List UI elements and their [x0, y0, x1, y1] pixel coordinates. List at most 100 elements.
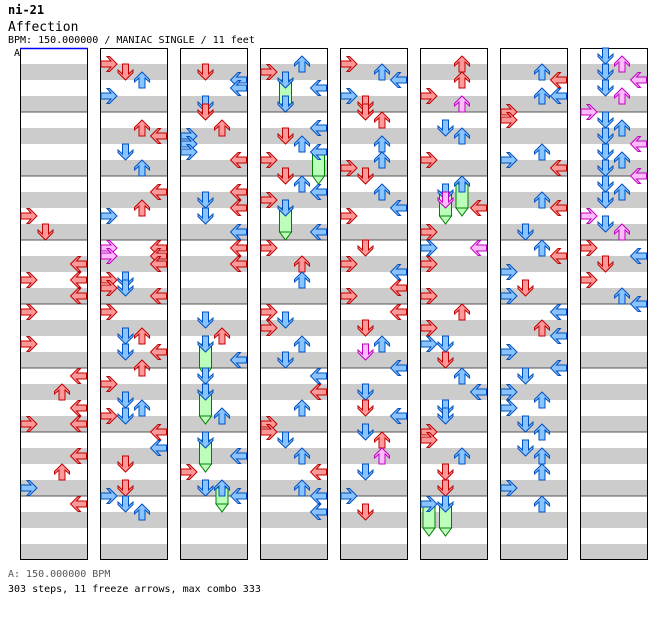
beat-stripe — [20, 192, 88, 208]
step-arrow — [149, 440, 167, 456]
step-arrow — [389, 280, 407, 296]
beat-stripe — [180, 64, 248, 80]
chart-column — [100, 48, 168, 560]
beat-stripe — [100, 128, 168, 144]
step-arrow — [580, 240, 598, 256]
step-arrow — [454, 71, 470, 89]
beat-stripe — [260, 128, 328, 144]
step-arrow — [229, 80, 247, 96]
beat-stripe — [100, 480, 168, 496]
step-arrow — [197, 367, 214, 385]
beat-stripe — [260, 384, 328, 400]
beat-stripe — [420, 352, 488, 368]
step-arrow — [534, 239, 550, 257]
beat-stripe — [340, 96, 408, 112]
step-arrow — [69, 496, 87, 512]
step-arrow — [117, 279, 134, 297]
beat-stripe — [580, 416, 648, 432]
step-arrow — [614, 223, 630, 241]
beat-stripe — [340, 512, 408, 528]
step-arrow — [454, 95, 470, 113]
step-arrow — [517, 415, 534, 433]
step-arrow — [197, 191, 214, 209]
beat-stripe — [420, 544, 488, 560]
step-arrow — [614, 119, 630, 137]
beat-stripe — [420, 224, 488, 240]
beat-stripe — [500, 224, 568, 240]
step-arrow — [277, 311, 294, 329]
beat-stripe — [580, 160, 648, 176]
step-arrow — [597, 79, 614, 97]
freeze-arrow-tail — [422, 527, 436, 537]
step-arrow — [420, 152, 438, 168]
column-border — [420, 48, 488, 560]
step-arrow — [420, 224, 438, 240]
step-arrow — [134, 119, 150, 137]
step-arrow — [69, 368, 87, 384]
step-arrow — [500, 152, 518, 168]
step-arrow — [629, 136, 647, 152]
beat-stripe — [20, 352, 88, 368]
freeze-arrow-tail — [311, 175, 326, 185]
beat-stripe — [260, 64, 328, 80]
step-arrow — [197, 383, 214, 401]
step-arrow — [117, 455, 134, 473]
step-arrow — [260, 304, 278, 320]
beat-stripe — [500, 416, 568, 432]
step-arrow — [20, 304, 38, 320]
step-arrow — [517, 439, 534, 457]
step-arrow — [614, 287, 630, 305]
beat-stripe — [580, 384, 648, 400]
step-arrow — [597, 159, 614, 177]
step-arrow — [437, 351, 454, 369]
step-arrow — [454, 303, 470, 321]
step-arrow — [277, 95, 294, 113]
step-arrow — [309, 368, 327, 384]
beat-stripe — [420, 288, 488, 304]
beat-stripe — [100, 96, 168, 112]
step-arrow — [309, 504, 327, 520]
beat-stripe — [340, 256, 408, 272]
beat-stripe — [100, 64, 168, 80]
step-arrow — [69, 416, 87, 432]
beat-stripe — [20, 512, 88, 528]
beat-stripe — [20, 64, 88, 80]
step-arrow — [357, 343, 374, 361]
step-arrow — [534, 391, 550, 409]
step-arrow — [197, 311, 214, 329]
step-arrow — [69, 448, 87, 464]
step-arrow — [534, 143, 550, 161]
step-arrow — [357, 239, 374, 257]
beat-stripe — [260, 288, 328, 304]
step-arrow — [629, 296, 647, 312]
step-arrow — [597, 127, 614, 145]
step-arrow — [197, 431, 214, 449]
step-arrow — [229, 152, 247, 168]
step-arrow — [534, 87, 550, 105]
step-arrow — [277, 431, 294, 449]
step-arrow — [549, 200, 567, 216]
column-border — [260, 48, 328, 560]
step-arrow — [437, 119, 454, 137]
step-arrow — [437, 479, 454, 497]
step-arrow — [214, 407, 230, 425]
step-arrow — [357, 167, 374, 185]
step-arrow — [134, 71, 150, 89]
step-arrow — [117, 327, 134, 345]
beat-stripe — [260, 512, 328, 528]
step-arrow — [549, 248, 567, 264]
beat-stripe — [100, 320, 168, 336]
step-arrow — [37, 223, 54, 241]
step-arrow — [117, 479, 134, 497]
beat-stripe — [180, 192, 248, 208]
step-arrow — [500, 288, 518, 304]
step-arrow — [197, 479, 214, 497]
beat-stripe — [260, 192, 328, 208]
footer-stats: 303 steps, 11 freeze arrows, max combo 3… — [8, 584, 261, 595]
step-arrow — [134, 199, 150, 217]
step-arrow — [229, 488, 247, 504]
column-border — [100, 48, 168, 560]
step-arrow — [180, 464, 198, 480]
beat-stripe — [100, 352, 168, 368]
beat-stripe — [340, 352, 408, 368]
